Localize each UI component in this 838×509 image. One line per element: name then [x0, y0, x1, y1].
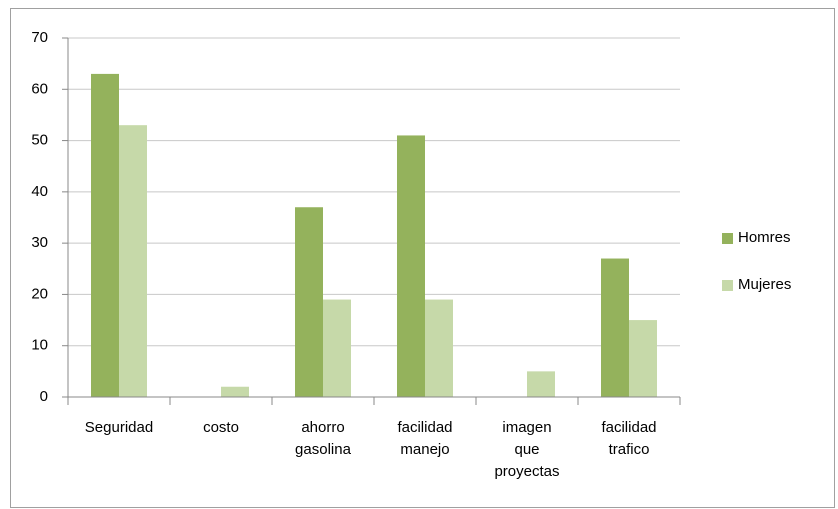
- x-tick-label: facilidad trafico: [601, 419, 657, 458]
- chart-border: [10, 8, 835, 508]
- x-tick-label: Seguridad: [84, 419, 154, 436]
- bar: [221, 386, 249, 397]
- x-tick-label: ahorro gasolina: [295, 419, 351, 458]
- y-tick-label: 0: [40, 388, 48, 405]
- bar: [295, 207, 323, 397]
- legend-swatch: [722, 233, 733, 244]
- legend-label: Homres: [738, 229, 791, 246]
- y-tick-label: 50: [31, 132, 48, 149]
- bar: [601, 258, 629, 397]
- bar: [323, 299, 351, 397]
- bar: [527, 371, 555, 397]
- y-tick-label: 40: [31, 183, 48, 200]
- bar: [119, 125, 147, 397]
- y-tick-label: 30: [31, 234, 48, 251]
- bar: [397, 135, 425, 397]
- bar: [91, 73, 119, 398]
- bar: [629, 320, 657, 397]
- y-tick-label: 10: [31, 337, 48, 354]
- y-tick-label: 60: [31, 80, 48, 97]
- legend-swatch: [722, 280, 733, 291]
- x-tick-label: facilidad manejo: [397, 419, 453, 458]
- y-tick-label: 20: [31, 285, 48, 302]
- legend-label: Mujeres: [738, 276, 791, 293]
- x-tick-label: imagen que proyectas: [494, 419, 560, 480]
- y-tick-label: 70: [31, 29, 48, 46]
- bar: [425, 299, 453, 397]
- x-tick-label: costo: [203, 419, 239, 436]
